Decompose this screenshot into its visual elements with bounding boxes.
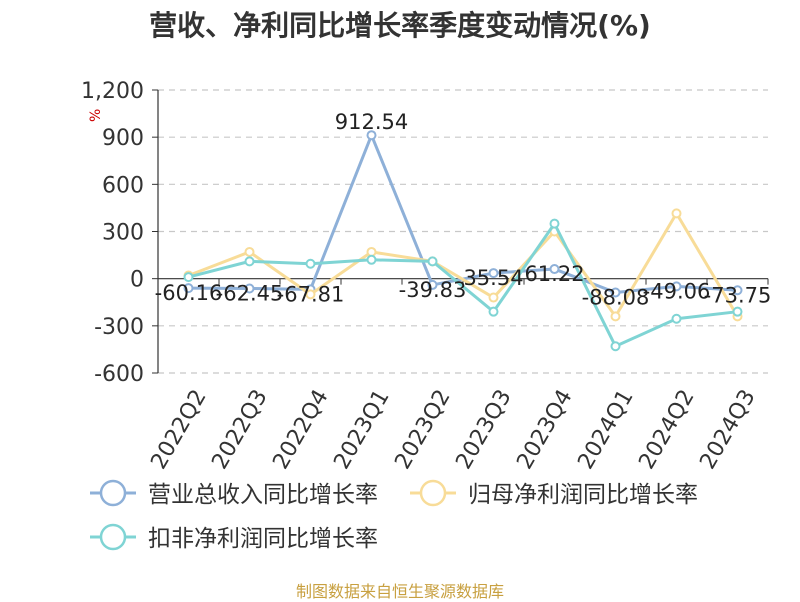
y-tick-label: 300 bbox=[102, 221, 144, 246]
series-point bbox=[183, 283, 194, 294]
series-point bbox=[488, 268, 499, 279]
series-point bbox=[488, 306, 499, 317]
x-tick-label: 2024Q3 bbox=[695, 386, 760, 474]
series-point bbox=[427, 256, 438, 267]
y-tick-label: -600 bbox=[94, 362, 144, 387]
data-label: -88.08 bbox=[582, 286, 650, 310]
source-note: 制图数据来自恒生聚源数据库 bbox=[295, 582, 504, 601]
series-point bbox=[671, 208, 682, 219]
y-tick-label: 600 bbox=[102, 173, 144, 198]
chart-title: 营收、净利同比增长率季度变动情况(%) bbox=[149, 9, 651, 42]
x-tick-label: 2022Q3 bbox=[207, 386, 272, 474]
series-point bbox=[732, 285, 743, 296]
series-point bbox=[427, 279, 438, 290]
series-point bbox=[732, 306, 743, 317]
legend-marker bbox=[99, 523, 127, 551]
x-tick-label: 2023Q4 bbox=[512, 386, 577, 474]
series-point bbox=[366, 254, 377, 265]
x-tick-label: 2023Q2 bbox=[390, 386, 455, 474]
series-point bbox=[244, 283, 255, 294]
x-tick-label: 2023Q1 bbox=[329, 386, 394, 474]
data-label: 61.22 bbox=[524, 262, 584, 286]
series-point bbox=[305, 258, 316, 269]
legend-item: 扣非净利润同比增长率 bbox=[90, 523, 378, 552]
series-point bbox=[610, 311, 621, 322]
data-label: -39.83 bbox=[399, 278, 467, 302]
series-point bbox=[549, 264, 560, 275]
series-point bbox=[183, 272, 194, 283]
x-tick-label: 2022Q4 bbox=[268, 386, 333, 474]
series-point bbox=[671, 313, 682, 324]
y-tick-label: 900 bbox=[102, 126, 144, 151]
legend-label: 营业总收入同比增长率 bbox=[148, 482, 378, 508]
legend-marker bbox=[99, 479, 127, 507]
x-tick-label: 2024Q2 bbox=[634, 386, 699, 474]
legend-label: 扣非净利润同比增长率 bbox=[148, 526, 378, 552]
series-point bbox=[305, 289, 316, 300]
series-point bbox=[366, 246, 377, 257]
data-label: -49.06 bbox=[643, 279, 711, 303]
data-label: -73.75 bbox=[704, 283, 772, 307]
y-tick-label: 1,200 bbox=[81, 79, 144, 104]
legend-label: 归母净利润同比增长率 bbox=[468, 482, 698, 508]
x-tick-label: 2022Q2 bbox=[146, 386, 211, 474]
series-point bbox=[671, 281, 682, 292]
x-tick-label: 2023Q3 bbox=[451, 386, 516, 474]
legend-item: 归母净利润同比增长率 bbox=[410, 479, 698, 508]
data-label: -60.16 bbox=[155, 281, 223, 305]
x-tick-label: 2024Q1 bbox=[573, 386, 638, 474]
y-tick-label: -300 bbox=[94, 315, 144, 340]
y-tick-label: 0 bbox=[130, 268, 144, 293]
data-label: -62.45 bbox=[216, 281, 284, 305]
series-point bbox=[488, 292, 499, 303]
data-label: -67.81 bbox=[277, 282, 345, 306]
legend-item: 营业总收入同比增长率 bbox=[90, 479, 378, 508]
data-label: 35.54 bbox=[463, 266, 523, 290]
series-point bbox=[244, 256, 255, 267]
legend-marker bbox=[419, 479, 447, 507]
series-line bbox=[188, 222, 738, 348]
series-line bbox=[187, 211, 739, 318]
series-point bbox=[244, 246, 255, 257]
series-point bbox=[549, 218, 560, 229]
data-label: 912.54 bbox=[335, 110, 408, 134]
series-point bbox=[610, 287, 621, 298]
series-point bbox=[366, 130, 377, 141]
series-point bbox=[610, 341, 621, 352]
